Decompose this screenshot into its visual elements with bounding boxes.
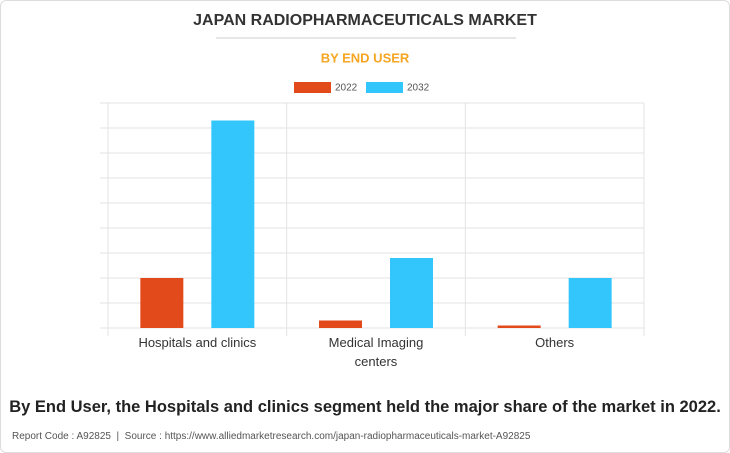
bar	[568, 278, 612, 328]
bar	[211, 120, 255, 328]
caption: By End User, the Hospitals and clinics s…	[9, 398, 721, 416]
x-tick-label: Medical Imaging centers	[328, 335, 424, 369]
footer: Report Code : A92825 | Source : https://…	[12, 431, 531, 442]
bar	[497, 325, 541, 328]
bar	[319, 320, 362, 328]
legend-swatch	[294, 82, 331, 93]
chart-subtitle: BY END USER	[321, 50, 410, 65]
legend-label: 2032	[407, 83, 430, 94]
chart-title: JAPAN RADIOPHARMACEUTICALS MARKET	[193, 12, 537, 29]
legend-label: 2022	[335, 83, 358, 94]
bar	[140, 278, 184, 328]
x-tick-label: Others	[535, 335, 575, 350]
legend-swatch	[366, 82, 403, 93]
bar	[390, 258, 433, 328]
x-tick-label: Hospitals and clinics	[138, 335, 257, 350]
